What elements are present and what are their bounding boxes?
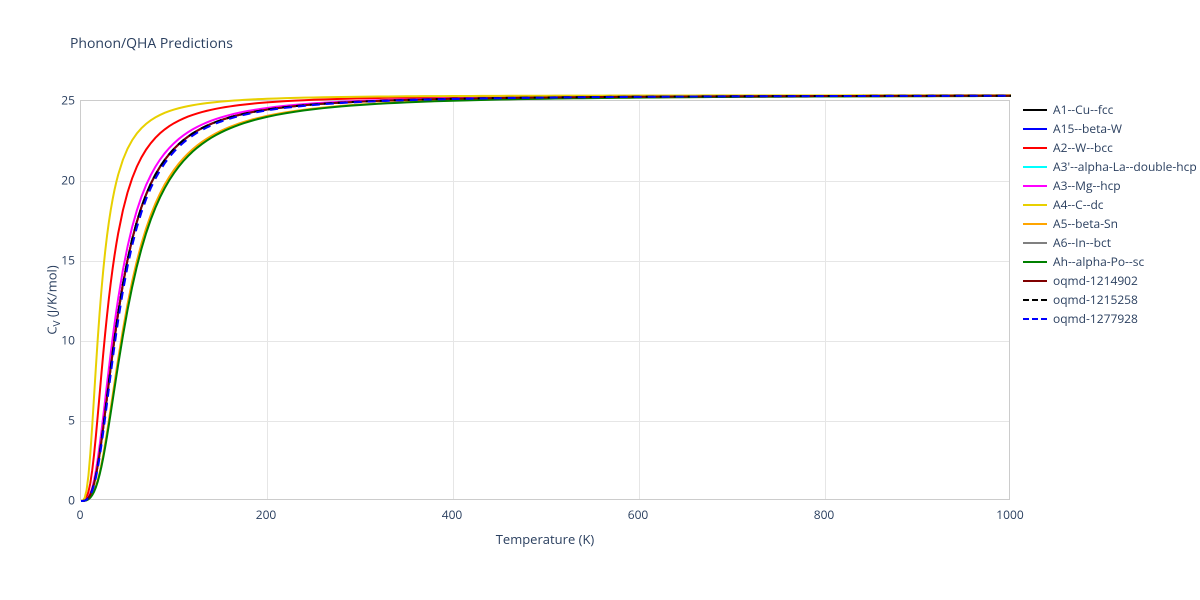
legend-label: oqmd-1215258 (1053, 291, 1138, 308)
legend-label: A2--W--bcc (1053, 139, 1113, 156)
legend-swatch (1023, 128, 1047, 130)
legend-swatch (1023, 166, 1047, 168)
legend-swatch (1023, 185, 1047, 187)
x-tick-label: 400 (442, 506, 463, 523)
plot-area (80, 100, 1010, 500)
series-A4--C--dc (81, 95, 1011, 501)
legend-label: Ah--alpha-Po--sc (1053, 253, 1144, 270)
legend-swatch (1023, 318, 1047, 320)
series-A3--Mg--hcp (81, 96, 1011, 501)
legend-item-A5--beta-Sn[interactable]: A5--beta-Sn (1023, 214, 1197, 233)
x-tick-label: 0 (77, 506, 84, 523)
x-tick-label: 1000 (996, 506, 1023, 523)
x-tick-label: 800 (814, 506, 835, 523)
x-tick-label: 200 (256, 506, 277, 523)
legend-item-A2--W--bcc[interactable]: A2--W--bcc (1023, 138, 1197, 157)
legend-item-A6--In--bct[interactable]: A6--In--bct (1023, 233, 1197, 252)
legend-swatch (1023, 299, 1047, 301)
series-A2--W--bcc (81, 95, 1011, 501)
y-tick-label: 25 (60, 92, 75, 109)
legend-swatch (1023, 261, 1047, 263)
legend-item-Ah--alpha-Po--sc[interactable]: Ah--alpha-Po--sc (1023, 252, 1197, 271)
x-tick-label: 600 (628, 506, 649, 523)
legend-swatch (1023, 242, 1047, 244)
y-tick-label: 20 (60, 172, 75, 189)
legend-swatch (1023, 223, 1047, 225)
legend-swatch (1023, 204, 1047, 206)
legend-item-oqmd-1277928[interactable]: oqmd-1277928 (1023, 309, 1197, 328)
legend-item-A3p--alpha-La--double-hcp[interactable]: A3'--alpha-La--double-hcp (1023, 157, 1197, 176)
series-oqmd-1215258 (81, 96, 1011, 501)
series-oqmd-1277928 (81, 96, 1011, 501)
legend-label: A15--beta-W (1053, 120, 1122, 137)
legend-item-A4--C--dc[interactable]: A4--C--dc (1023, 195, 1197, 214)
legend-label: A6--In--bct (1053, 234, 1111, 251)
legend-label: A3'--alpha-La--double-hcp (1053, 158, 1197, 175)
series-A1--Cu--fcc (81, 96, 1011, 501)
legend-label: A5--beta-Sn (1053, 215, 1118, 232)
y-tick-label: 0 (60, 492, 75, 509)
curves-svg (81, 101, 1009, 499)
y-axis-title: CV (J/K/mol) (42, 265, 63, 334)
legend-label: A3--Mg--hcp (1053, 177, 1121, 194)
legend-item-A1--Cu--fcc[interactable]: A1--Cu--fcc (1023, 100, 1197, 119)
legend[interactable]: A1--Cu--fcc A15--beta-W A2--W--bcc A3'--alp… (1023, 100, 1197, 328)
legend-item-oqmd-1215258[interactable]: oqmd-1215258 (1023, 290, 1197, 309)
legend-label: A1--Cu--fcc (1053, 101, 1113, 118)
chart-title: Phonon/QHA Predictions (70, 34, 233, 53)
legend-item-A15--beta-W[interactable]: A15--beta-W (1023, 119, 1197, 138)
legend-swatch (1023, 147, 1047, 149)
series-Ah--alpha-Po--sc (81, 96, 1011, 501)
legend-label: A4--C--dc (1053, 196, 1104, 213)
series-A6--In--bct (81, 96, 1011, 501)
series-A5--beta-Sn (81, 96, 1011, 501)
y-tick-label: 5 (60, 412, 75, 429)
legend-swatch (1023, 109, 1047, 111)
x-axis-title: Temperature (K) (80, 530, 1010, 548)
legend-swatch (1023, 280, 1047, 282)
series-A3p--alpha-La--double-hcp (81, 96, 1011, 501)
series-A15--beta-W (81, 96, 1011, 501)
chart-container: Phonon/QHA Predictions 02004006008001000… (0, 0, 1200, 600)
legend-label: oqmd-1214902 (1053, 272, 1138, 289)
legend-item-A3--Mg--hcp[interactable]: A3--Mg--hcp (1023, 176, 1197, 195)
legend-item-oqmd-1214902[interactable]: oqmd-1214902 (1023, 271, 1197, 290)
legend-label: oqmd-1277928 (1053, 310, 1138, 327)
series-oqmd-1214902 (81, 96, 1011, 501)
